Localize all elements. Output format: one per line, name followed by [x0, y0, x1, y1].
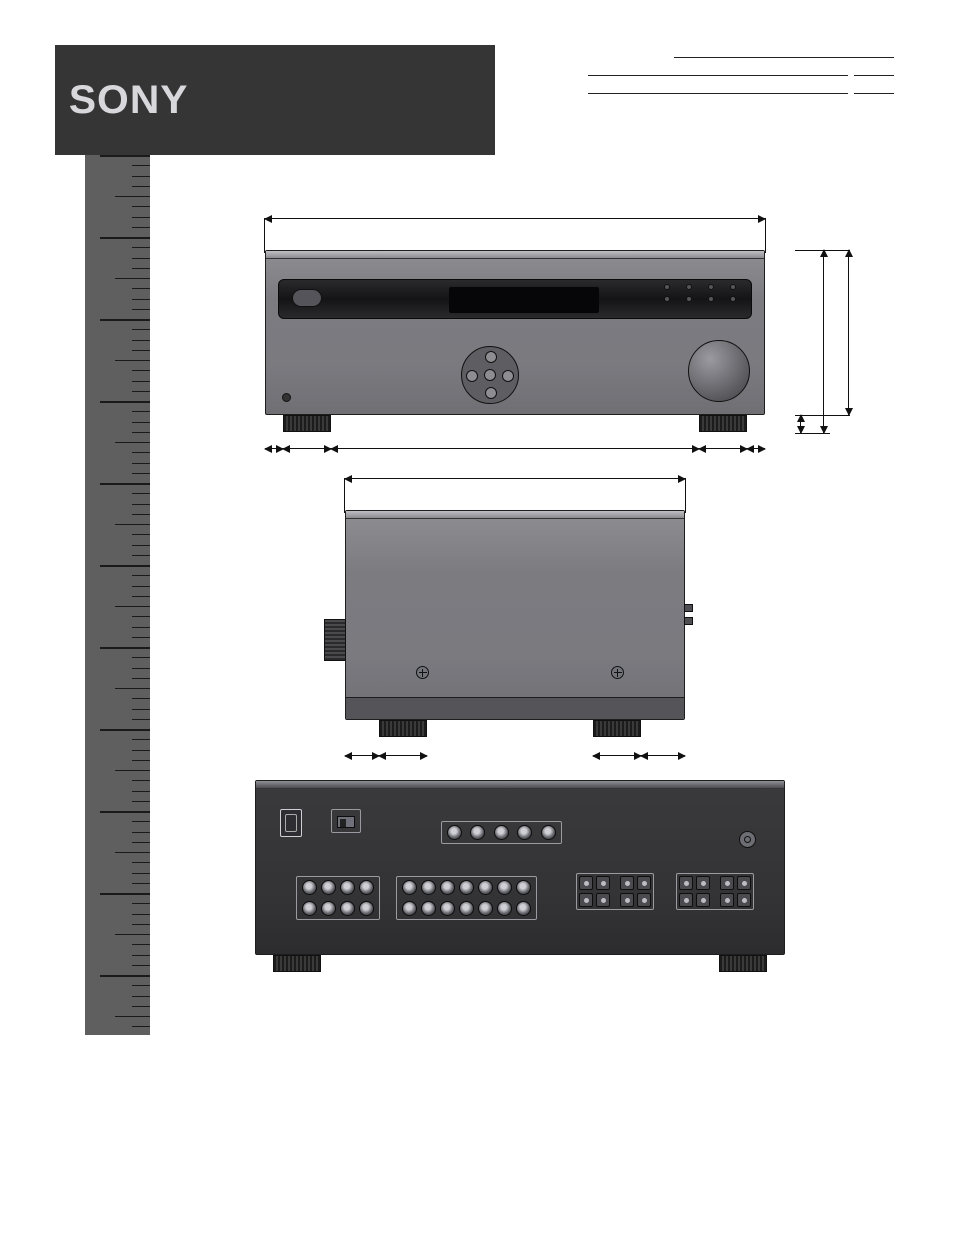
front-body — [265, 250, 765, 415]
phones-jack-icon — [282, 393, 291, 402]
foot-icon — [283, 415, 331, 432]
screw-icon — [416, 666, 429, 679]
foot-icon — [719, 955, 767, 972]
brand-logo: SONY — [69, 78, 189, 123]
front-view-wrap — [255, 200, 875, 460]
dim-foot-h — [800, 415, 801, 433]
dim-front-width — [265, 218, 765, 219]
volume-knob-icon — [688, 340, 750, 402]
meta-line-3 — [588, 93, 848, 94]
rca-jack-icon — [447, 825, 462, 840]
diagrams-area — [255, 200, 875, 1000]
antenna-switch-icon — [337, 816, 355, 828]
brand-header-bar: SONY — [55, 45, 495, 155]
antenna-group — [331, 809, 361, 833]
ac-inlet-icon — [280, 809, 302, 837]
speaker-block-a — [576, 873, 654, 910]
power-button-icon — [292, 289, 322, 307]
side-view-wrap — [255, 460, 875, 770]
knob-profile-icon — [324, 619, 346, 661]
meta-line-3b — [854, 93, 894, 94]
speaker-block-b — [676, 873, 754, 910]
ground-post-icon — [739, 831, 756, 848]
rear-view-wrap — [255, 770, 875, 1000]
dim-front-h2 — [823, 250, 824, 433]
foot-icon — [273, 955, 321, 972]
screw-icon — [611, 666, 624, 679]
rear-jacks-profile — [684, 599, 693, 630]
device-side — [345, 510, 685, 720]
foot-icon — [379, 720, 427, 737]
input-block-2 — [396, 876, 537, 920]
meta-block — [494, 55, 894, 109]
dim-front-h1 — [848, 250, 849, 415]
device-front — [265, 250, 765, 415]
meta-line-1 — [674, 57, 894, 58]
device-rear — [255, 780, 785, 955]
input-leds — [664, 284, 744, 302]
preout-group — [441, 821, 562, 844]
input-block-1 — [296, 876, 380, 920]
dim-side-depth — [345, 478, 685, 479]
ruler-sidebar — [85, 155, 150, 1035]
side-body — [345, 510, 685, 720]
meta-line-2b — [854, 75, 894, 76]
foot-icon — [593, 720, 641, 737]
rear-body — [255, 780, 785, 955]
multi-jog-icon — [461, 346, 519, 404]
meta-line-2 — [588, 75, 848, 76]
foot-icon — [699, 415, 747, 432]
